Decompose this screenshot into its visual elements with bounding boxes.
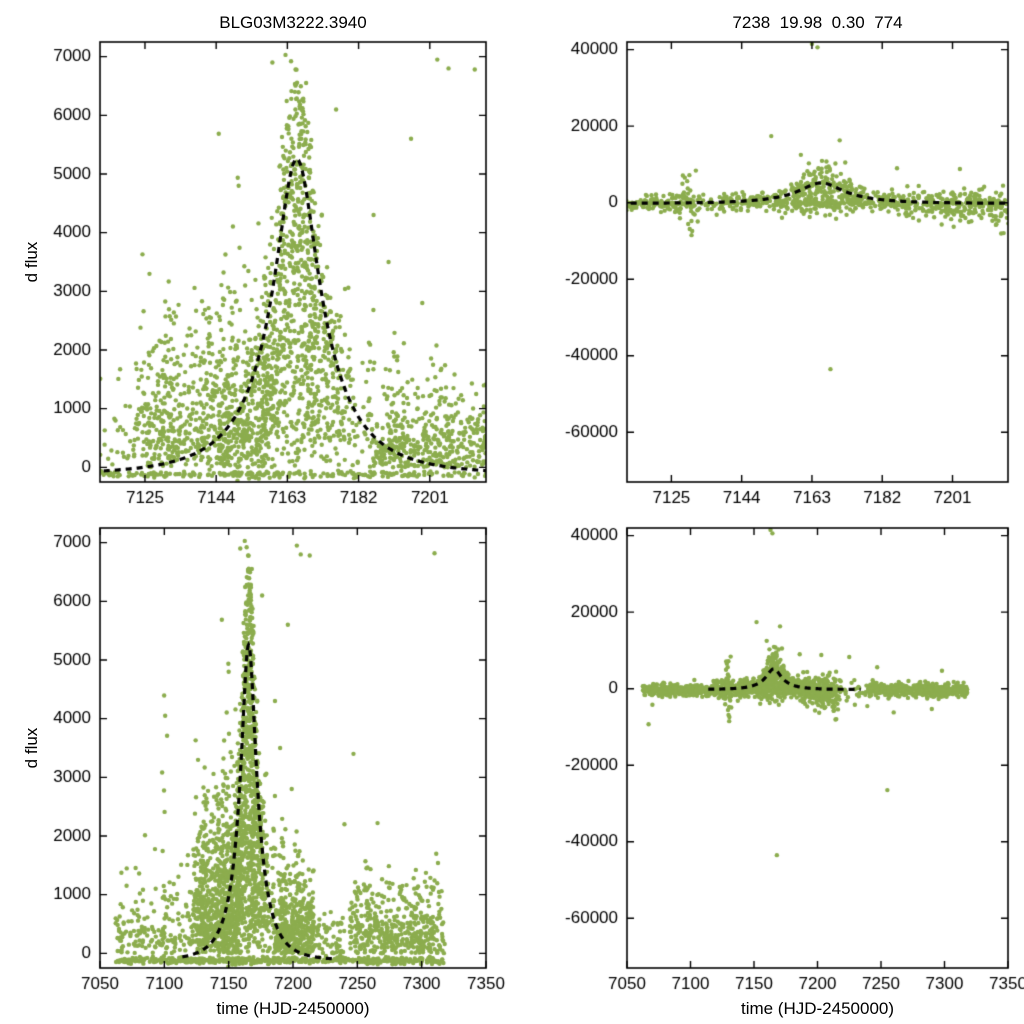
plot-title-fit-params: 7238 19.98 0.30 774 <box>732 13 903 32</box>
y-axis-label-bottom: d flux <box>22 727 41 769</box>
x-axis-label-left: time (HJD-2450000) <box>216 999 370 1018</box>
y-axis-label-top: d flux <box>22 241 41 283</box>
plot-title-flux: BLG03M3222.3940 <box>219 13 367 32</box>
x-axis-label-right: time (HJD-2450000) <box>740 999 895 1018</box>
